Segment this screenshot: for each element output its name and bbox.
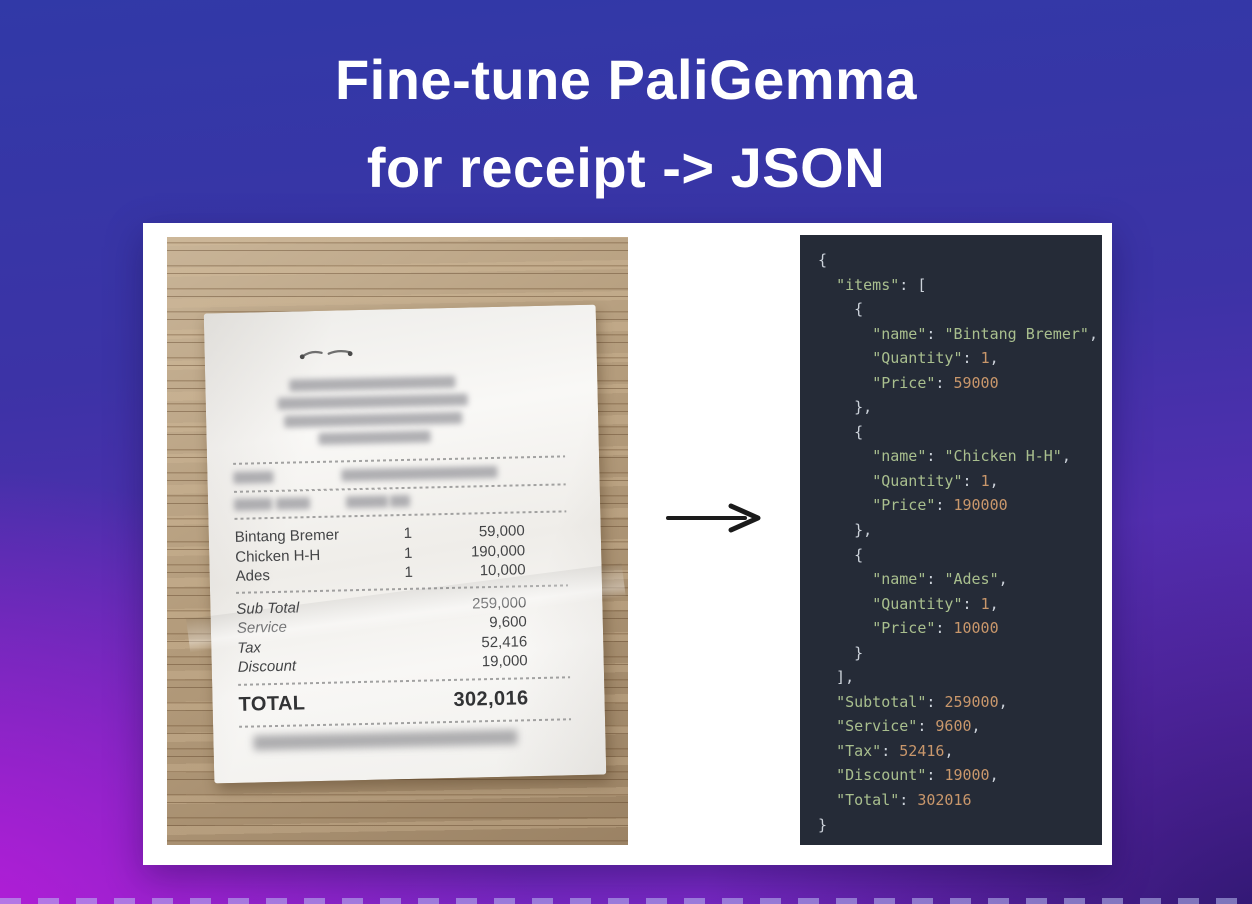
item-qty: 1 — [403, 544, 413, 562]
receipt-items: Bintang Bremer 1 59,000 Chicken H-H 1 19… — [235, 520, 568, 586]
dashed-separator — [239, 717, 572, 728]
dashed-separator — [233, 455, 566, 465]
blurred-header-line — [289, 375, 456, 392]
total-label: TOTAL — [238, 691, 306, 716]
blurred-header-line — [284, 411, 463, 428]
bottom-dashed-border — [0, 898, 1252, 904]
summary-value: 9,600 — [489, 613, 527, 632]
title-line-2: for receipt -> JSON — [366, 136, 886, 200]
code-line: "Total": 302016 — [836, 791, 972, 810]
receipt-photo: Bintang Bremer 1 59,000 Chicken H-H 1 19… — [167, 237, 628, 845]
item-qty: 1 — [403, 524, 413, 543]
blurred-footer-line — [253, 729, 518, 750]
item-price: 59,000 — [478, 522, 525, 541]
blurred-info-line — [233, 464, 565, 484]
item-price: 10,000 — [479, 561, 526, 580]
code-line: { — [818, 422, 864, 441]
code-line: { — [818, 251, 828, 269]
code-line: "Discount": 19000, — [836, 766, 999, 785]
code-line: "Quantity": 1, — [872, 349, 999, 368]
code-line: "name": "Chicken H-H", — [872, 447, 1071, 466]
dashed-separator — [233, 483, 566, 493]
summary-value: 52,416 — [481, 632, 528, 651]
receipt-summary: Sub Total 259,000 Service 9,600 Tax 52,4… — [236, 592, 570, 678]
code-line: } — [818, 643, 864, 662]
dashed-separator — [236, 583, 568, 594]
total-value: 302,016 — [453, 686, 529, 711]
summary-value: 259,000 — [471, 593, 527, 612]
code-line: "name": "Ades", — [872, 570, 1008, 589]
dashed-separator — [238, 675, 571, 686]
item-name: Ades — [235, 567, 271, 585]
code-line: "items": [ — [836, 275, 927, 294]
code-line: }, — [818, 398, 873, 417]
code-line: "Quantity": 1, — [872, 471, 999, 490]
blurred-info-line — [233, 491, 566, 511]
receipt-paper: Bintang Bremer 1 59,000 Chicken H-H 1 19… — [203, 304, 607, 784]
summary-value: 19,000 — [481, 652, 528, 671]
code-line: "Price": 59000 — [872, 373, 999, 392]
item-price: 190,000 — [470, 541, 526, 561]
code-line: { — [818, 300, 864, 319]
code-line: { — [818, 545, 864, 564]
item-qty: 1 — [404, 563, 414, 582]
code-line: } — [818, 815, 828, 834]
code-line: "Price": 10000 — [872, 619, 999, 638]
json-output-panel: { "items": [ { "name": "Bintang Bremer",… — [800, 235, 1102, 845]
receipt-total-row: TOTAL 302,016 — [238, 684, 571, 718]
json-code: { "items": [ { "name": "Bintang Bremer",… — [800, 235, 1102, 837]
code-line: "name": "Bintang Bremer", — [872, 324, 1098, 343]
code-line: "Quantity": 1, — [872, 594, 999, 613]
blurred-header-line — [277, 393, 468, 410]
code-line: ], — [818, 668, 855, 687]
content-card: Bintang Bremer 1 59,000 Chicken H-H 1 19… — [143, 223, 1112, 865]
code-line: }, — [818, 521, 873, 540]
right-arrow-icon — [666, 503, 761, 533]
staple-icon — [299, 350, 353, 360]
page-title: Fine-tune PaliGemma for receipt -> JSON — [0, 36, 1252, 213]
code-line: "Service": 9600, — [836, 717, 981, 736]
code-line: "Subtotal": 259000, — [836, 692, 1008, 711]
title-line-1: Fine-tune PaliGemma — [334, 48, 918, 111]
summary-label: Discount — [237, 657, 297, 676]
code-line: "Tax": 52416, — [836, 741, 954, 760]
dashed-separator — [234, 510, 567, 520]
blurred-header-line — [318, 430, 431, 445]
code-line: "Price": 190000 — [872, 496, 1008, 515]
